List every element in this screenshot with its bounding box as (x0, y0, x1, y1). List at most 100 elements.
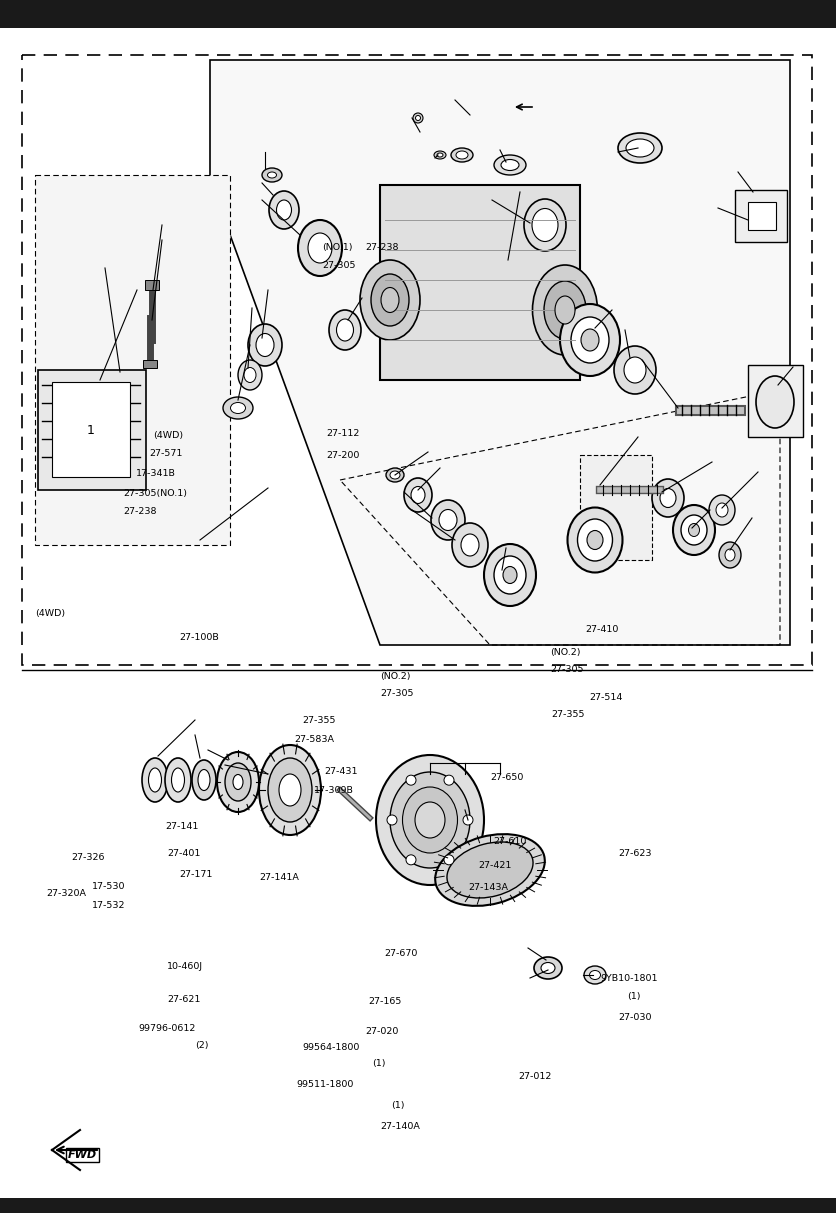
Text: 27-112: 27-112 (326, 429, 359, 438)
Ellipse shape (259, 745, 321, 835)
Ellipse shape (624, 357, 646, 383)
Ellipse shape (223, 397, 253, 418)
Bar (580, 455, 652, 560)
Text: (4WD): (4WD) (35, 609, 65, 617)
Text: 9YB10-1801: 9YB10-1801 (600, 974, 658, 983)
Ellipse shape (689, 524, 700, 536)
Ellipse shape (142, 758, 168, 802)
Ellipse shape (571, 317, 609, 363)
Text: 27-320A: 27-320A (46, 889, 86, 898)
Ellipse shape (233, 774, 243, 790)
Ellipse shape (192, 761, 216, 801)
Ellipse shape (371, 274, 409, 326)
Ellipse shape (439, 509, 457, 530)
Ellipse shape (171, 768, 185, 792)
Ellipse shape (614, 346, 656, 394)
Text: 27-571: 27-571 (149, 449, 182, 457)
Ellipse shape (149, 768, 161, 792)
Ellipse shape (484, 543, 536, 606)
Ellipse shape (578, 519, 613, 560)
Ellipse shape (277, 200, 292, 220)
Ellipse shape (256, 334, 274, 357)
Ellipse shape (231, 403, 246, 414)
Ellipse shape (584, 966, 606, 984)
Bar (52, 382, 130, 477)
Bar (735, 190, 787, 243)
Circle shape (406, 855, 416, 865)
Text: 27-238: 27-238 (365, 243, 399, 251)
Circle shape (444, 855, 454, 865)
Ellipse shape (673, 505, 715, 556)
Ellipse shape (404, 478, 432, 512)
Text: 99796-0612: 99796-0612 (138, 1024, 196, 1032)
Ellipse shape (524, 199, 566, 251)
Ellipse shape (360, 260, 420, 340)
Ellipse shape (532, 209, 558, 241)
Ellipse shape (716, 503, 728, 517)
Ellipse shape (652, 479, 684, 517)
Text: (1): (1) (627, 992, 640, 1001)
Text: 27-355: 27-355 (303, 716, 336, 724)
Bar (0, 1198, 836, 1213)
Text: 27-141A: 27-141A (259, 873, 299, 882)
Ellipse shape (337, 319, 354, 341)
Text: 27-141: 27-141 (166, 822, 199, 831)
Ellipse shape (415, 115, 421, 120)
Ellipse shape (568, 507, 623, 573)
Ellipse shape (269, 190, 299, 229)
Ellipse shape (681, 516, 707, 545)
Text: 27-326: 27-326 (71, 853, 104, 861)
Bar (22, 55, 812, 665)
Ellipse shape (494, 155, 526, 175)
Text: 27-305: 27-305 (380, 689, 414, 697)
Ellipse shape (268, 758, 312, 822)
Text: (4WD): (4WD) (153, 431, 183, 439)
Ellipse shape (451, 148, 473, 163)
Text: (NO.2): (NO.2) (380, 672, 410, 680)
Text: 17-309B: 17-309B (314, 786, 354, 795)
Ellipse shape (165, 758, 191, 802)
Text: 27-200: 27-200 (326, 451, 359, 460)
Text: 27-012: 27-012 (518, 1072, 552, 1081)
Ellipse shape (541, 962, 555, 974)
Polygon shape (210, 59, 790, 645)
Ellipse shape (461, 534, 479, 556)
Ellipse shape (413, 113, 423, 123)
Ellipse shape (544, 281, 586, 338)
Ellipse shape (279, 774, 301, 805)
Bar (145, 280, 159, 290)
Text: 27-421: 27-421 (478, 861, 512, 870)
Ellipse shape (534, 957, 562, 979)
Ellipse shape (533, 264, 598, 355)
Ellipse shape (390, 471, 400, 479)
Ellipse shape (329, 311, 361, 351)
Ellipse shape (660, 489, 676, 507)
Text: 99564-1800: 99564-1800 (303, 1043, 360, 1052)
Ellipse shape (386, 468, 404, 482)
Text: 27-305: 27-305 (322, 261, 355, 269)
Text: 27-650: 27-650 (491, 773, 524, 781)
Text: 27-100B: 27-100B (180, 633, 220, 642)
Ellipse shape (560, 304, 620, 376)
Text: 27-238: 27-238 (124, 507, 157, 516)
Text: 17-530: 17-530 (92, 882, 125, 890)
Text: (2): (2) (195, 1041, 208, 1049)
Text: 27-583A: 27-583A (294, 735, 334, 744)
Ellipse shape (415, 802, 445, 838)
Text: 17-341B: 17-341B (135, 469, 176, 478)
Text: 1: 1 (87, 423, 95, 437)
Text: 27-401: 27-401 (167, 849, 201, 858)
Bar (35, 175, 230, 545)
Ellipse shape (756, 376, 794, 428)
Text: (NO.1): (NO.1) (322, 243, 352, 251)
Circle shape (387, 815, 397, 825)
Ellipse shape (725, 549, 735, 560)
Text: 27-623: 27-623 (619, 849, 652, 858)
Ellipse shape (589, 970, 600, 980)
Ellipse shape (244, 368, 256, 382)
Text: 10-460J: 10-460J (167, 962, 203, 970)
Ellipse shape (411, 486, 425, 503)
Text: 27-621: 27-621 (167, 995, 201, 1003)
Text: (1): (1) (391, 1101, 405, 1110)
Bar (380, 186, 580, 380)
